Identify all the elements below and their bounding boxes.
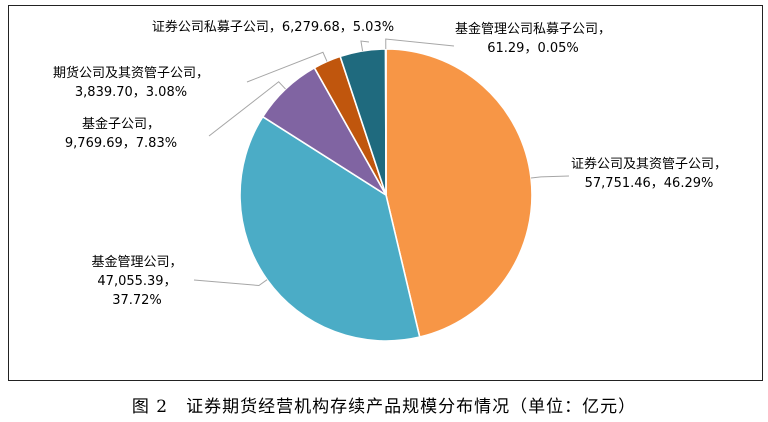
leader-line bbox=[193, 279, 268, 287]
slice-label: 基金子公司， 9,769.69，7.83% bbox=[65, 116, 177, 151]
chart-frame: 证券公司及其资管子公司， 57,751.46，46.29% 基金管理公司， 47,05… bbox=[8, 5, 763, 381]
slice-label-line: 61.29，0.05% bbox=[487, 41, 579, 56]
slice-label: 基金管理公司， 47,055.39， 37.72% bbox=[91, 254, 182, 308]
slice-label: 期货公司及其资管子公司， 3,839.70，3.08% bbox=[53, 65, 209, 100]
slice-label: 基金管理公司私募子公司， 61.29，0.05% bbox=[455, 21, 611, 56]
slice-label: 证券公司及其资管子公司， 57,751.46，46.29% bbox=[571, 156, 727, 191]
slice-label-line: 37.72% bbox=[112, 293, 162, 308]
slice-label: 证券公司私募子公司，6,279.68，5.03% bbox=[152, 19, 394, 35]
leader-line bbox=[530, 175, 570, 179]
slice-label-line: 9,769.69，7.83% bbox=[65, 136, 177, 151]
pie-slice bbox=[385, 48, 533, 339]
slice-label-line: 期货公司及其资管子公司， bbox=[53, 65, 209, 81]
pie-chart: 证券公司及其资管子公司， 57,751.46，46.29% 基金管理公司， 47,05… bbox=[53, 19, 727, 342]
slice-label-line: 基金管理公司私募子公司， bbox=[455, 21, 611, 37]
slice-label-line: 基金管理公司， bbox=[91, 254, 182, 270]
leader-line bbox=[360, 40, 370, 51]
slice-label-line: 证券公司及其资管子公司， bbox=[571, 156, 727, 172]
slice-label-line: 3,839.70，3.08% bbox=[75, 85, 187, 100]
slice-label-line: 57,751.46，46.29% bbox=[585, 176, 714, 191]
slice-label-line: 证券公司私募子公司，6,279.68，5.03% bbox=[152, 19, 394, 35]
slice-label-line: 47,055.39， bbox=[97, 274, 176, 289]
slice-label-line: 基金子公司， bbox=[82, 116, 160, 132]
leader-line bbox=[246, 51, 328, 83]
leader-line bbox=[385, 38, 455, 50]
pie-slice bbox=[239, 115, 421, 342]
figure-caption: 图 2 证券期货经营机构存续产品规模分布情况（单位：亿元） bbox=[131, 397, 637, 417]
leader-line bbox=[208, 81, 286, 137]
